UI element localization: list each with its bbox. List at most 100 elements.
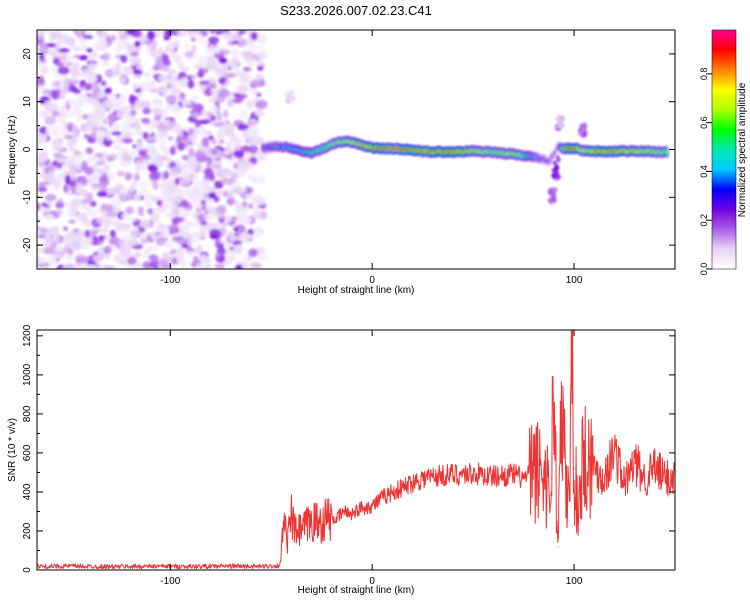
spectrogram-xlabel: Height of straight line (km): [298, 285, 415, 296]
noise-blob: [104, 87, 112, 95]
noise-blob: [158, 85, 169, 95]
noise-blob: [129, 52, 140, 57]
noise-blob: [145, 125, 155, 130]
noise-blob: [229, 30, 239, 35]
noise-blob: [228, 246, 235, 251]
noise-blob: [102, 203, 114, 212]
noise-blob: [196, 244, 203, 255]
noise-blob: [79, 238, 90, 246]
noise-blob: [55, 31, 62, 40]
noise-blob: [134, 74, 143, 79]
noise-blob: [142, 131, 149, 140]
snr-point: [68, 565, 70, 567]
noise-blob: [223, 109, 229, 119]
noise-blob: [256, 254, 268, 261]
noise-blob: [150, 212, 161, 223]
noise-blob: [66, 248, 74, 256]
noise-blob: [127, 240, 140, 246]
noise-blob: [152, 234, 163, 239]
noise-blob: [193, 180, 205, 187]
noise-blob: [172, 79, 181, 88]
noise-blob: [171, 71, 178, 81]
noise-blob: [160, 66, 170, 72]
snr-point: [302, 528, 305, 530]
noise-blob: [55, 202, 65, 209]
snr-ylabel: SNR (10 * v/v): [7, 418, 18, 482]
noise-blob: [63, 158, 71, 163]
snr-point: [319, 522, 321, 524]
noise-blob: [145, 144, 157, 151]
noise-blob: [71, 137, 79, 143]
noise-blob: [180, 225, 191, 231]
noise-blob: [45, 127, 51, 134]
noise-blob: [140, 159, 148, 165]
noise-blob: [91, 51, 99, 57]
noise-blob: [226, 197, 235, 206]
noise-blob: [176, 131, 184, 137]
noise-blob: [67, 122, 73, 133]
noise-blob: [55, 209, 63, 216]
noise-blob: [92, 162, 98, 168]
noise-blob: [98, 107, 107, 115]
noise-blob: [250, 79, 261, 86]
noise-blob: [216, 44, 223, 52]
noise-blob: [166, 94, 177, 105]
noise-blob: [226, 33, 234, 43]
noise-blob: [51, 82, 58, 89]
noise-blob: [129, 94, 135, 102]
snr-point: [553, 397, 555, 399]
noise-blob: [237, 93, 248, 99]
noise-blob: [241, 129, 251, 140]
noise-blob: [259, 210, 268, 220]
noise-blob: [187, 80, 195, 89]
noise-blob: [129, 228, 140, 238]
noise-blob: [51, 129, 59, 138]
noise-blob: [184, 220, 193, 226]
noise-blob: [155, 156, 167, 163]
noise-blob: [156, 199, 163, 207]
noise-blob: [37, 77, 45, 86]
noise-blob: [224, 231, 236, 236]
snr-xtick-label: 0: [369, 576, 375, 587]
noise-blob: [195, 126, 207, 136]
noise-blob: [160, 129, 166, 137]
noise-blob: [171, 124, 182, 133]
noise-blob: [213, 121, 225, 127]
noise-blob: [181, 154, 189, 161]
noise-blob: [139, 188, 149, 195]
noise-blob: [129, 56, 142, 66]
spread-blob: [582, 130, 587, 138]
noise-blob: [223, 249, 235, 258]
noise-blob: [138, 151, 147, 156]
noise-blob: [38, 45, 49, 55]
noise-blob: [40, 65, 49, 75]
snr-point: [565, 495, 567, 497]
noise-blob: [190, 136, 198, 145]
noise-blob: [141, 164, 147, 173]
noise-blob: [114, 194, 121, 204]
noise-blob: [108, 217, 120, 227]
noise-blob: [52, 180, 61, 190]
noise-blob: [38, 181, 46, 188]
spectrogram-frame: [36, 29, 676, 270]
noise-blob: [46, 238, 54, 246]
noise-blob: [107, 114, 116, 122]
snr-point: [654, 467, 656, 470]
spectrogram-xtick-label: 0: [369, 275, 375, 286]
noise-blob: [203, 88, 213, 97]
noise-blob: [44, 100, 52, 110]
noise-blob: [106, 135, 113, 141]
noise-blob: [142, 107, 151, 115]
noise-blob: [85, 119, 94, 128]
snr-point: [411, 481, 414, 483]
noise-blob: [37, 86, 45, 92]
spread-blob: [551, 173, 557, 177]
noise-blob: [106, 187, 116, 196]
noise-blob: [133, 123, 141, 131]
noise-blob: [145, 46, 151, 55]
noise-blob: [245, 60, 254, 66]
noise-blob: [69, 153, 82, 161]
noise-blob: [73, 88, 82, 95]
noise-blob: [135, 83, 147, 88]
noise-blob: [257, 61, 263, 68]
